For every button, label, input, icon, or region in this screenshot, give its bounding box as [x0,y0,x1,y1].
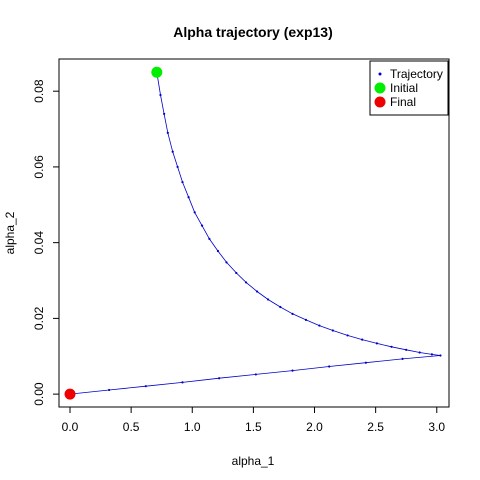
trajectory-point [279,305,282,309]
trajectory-point [108,388,111,392]
legend-marker [378,72,382,76]
y-axis-label: alpha_2 [3,211,17,254]
x-tick-label: 2.5 [367,420,384,434]
trajectory-point [255,290,259,293]
trajectory-point [166,131,169,134]
trajectory-point [318,324,321,327]
x-tick-label: 3.0 [428,420,445,434]
trajectory-point [193,211,196,214]
initial-point [151,66,163,78]
y-tick-label: 0.00 [32,382,46,406]
trajectory-point [218,377,221,380]
trajectory-point [225,261,228,264]
trajectory-point [208,237,211,240]
x-axis: 0.0 0.5 1.0 1.5 2.0 2.5 3.0 [62,406,445,434]
y-tick-label: 0.06 [32,155,46,179]
trajectory-point [291,369,294,372]
trajectory-point [375,342,378,345]
trajectory-point [181,381,184,384]
trajectory-point [346,334,349,337]
legend-marker [374,82,386,94]
highlight-layer [64,66,163,400]
trajectory-point [331,329,334,332]
trajectory-point [361,338,364,341]
trajectory-line [69,72,441,395]
legend-marker [374,96,386,108]
trajectory-point [390,345,393,348]
legend-label: Trajectory [390,67,443,81]
trajectory-point [291,312,294,315]
trajectory-point [216,249,220,253]
x-tick-label: 2.0 [306,420,323,434]
trajectory-point [430,353,433,356]
trajectory-point [244,281,248,284]
series-layer [68,71,442,396]
x-tick-label: 0.0 [62,420,79,434]
trajectory-point [176,165,179,169]
trajectory-point [254,373,257,376]
y-tick-label: 0.08 [32,79,46,103]
trajectory-point [159,93,162,97]
trajectory-point [439,354,442,357]
trajectory-point [235,271,238,275]
y-tick-label: 0.04 [32,231,46,255]
y-tick-label: 0.02 [32,306,46,330]
chart-title: Alpha trajectory (exp13) [173,24,333,40]
y-axis: 0.00 0.02 0.04 0.06 0.08 [32,79,60,406]
trajectory-point [144,385,147,388]
trajectory-point [163,112,166,116]
trajectory-point [405,348,408,351]
final-point [64,388,76,400]
x-tick-label: 0.5 [123,420,140,434]
x-tick-label: 1.0 [184,420,201,434]
trajectory-point [187,196,190,199]
trajectory-point [364,361,367,364]
trajectory-point [328,365,331,368]
trajectory-point [171,150,174,153]
trajectory-point [304,318,308,322]
trajectory-point [266,298,270,301]
trajectory-point [181,180,184,184]
trajectory-point [200,224,204,227]
x-tick-label: 1.5 [245,420,262,434]
trajectory-point [401,357,404,361]
legend-label: Final [390,95,416,109]
trajectory-point [418,351,421,354]
legend-label: Initial [390,81,418,95]
x-axis-label: alpha_1 [232,454,275,468]
